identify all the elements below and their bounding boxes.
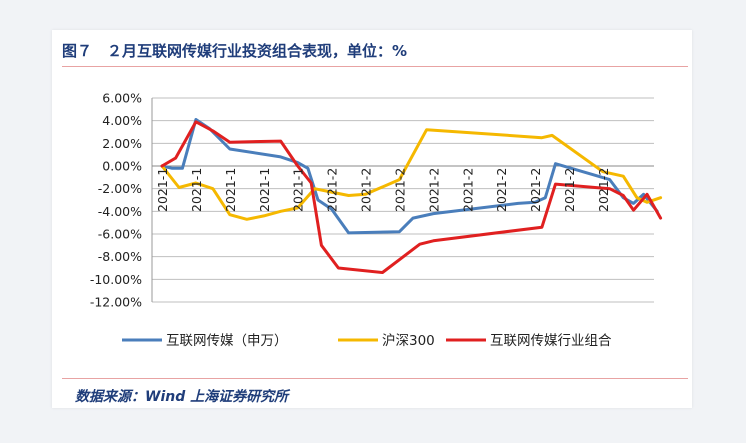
- y-tick-label: -8.00%: [98, 249, 142, 264]
- y-tick-label: -12.00%: [90, 295, 142, 310]
- source-divider: [62, 378, 688, 379]
- x-tick-label: 2021-2: [392, 168, 407, 212]
- y-tick-label: 0.00%: [102, 159, 142, 174]
- y-tick-label: 6.00%: [102, 91, 142, 106]
- x-tick-label: 2021-1: [223, 168, 238, 212]
- x-tick-label: 2021-2: [460, 168, 475, 212]
- series-line-2: [160, 128, 663, 221]
- x-tick-label: 2021-1: [291, 168, 306, 212]
- x-tick-label: 2021-1: [257, 168, 272, 212]
- x-tick-label: 2021-2: [528, 168, 543, 212]
- title-divider: [62, 66, 688, 67]
- y-tick-label: -10.00%: [90, 272, 142, 287]
- x-tick-label: 2021-2: [426, 168, 441, 212]
- x-tick-label: 2021-2: [562, 168, 577, 212]
- series-line-3: [160, 120, 663, 274]
- x-tick-label: 2021-2: [359, 168, 374, 212]
- x-tick-label: 2021-1: [155, 168, 170, 212]
- x-tick-label: 2021-2: [325, 168, 340, 212]
- y-tick-label: -4.00%: [98, 204, 142, 219]
- y-tick-label: -2.00%: [98, 181, 142, 196]
- figure-card: [52, 30, 692, 408]
- y-tick-label: 2.00%: [102, 136, 142, 151]
- figure-source: 数据来源：Wind 上海证券研究所: [75, 389, 289, 405]
- x-tick-label: 2021-2: [494, 168, 509, 212]
- legend-label: 互联网传媒行业组合: [490, 333, 612, 349]
- y-tick-label: -6.00%: [98, 227, 142, 242]
- legend-label: 沪深300: [382, 333, 435, 349]
- legend-label: 互联网传媒（申万）: [166, 333, 288, 349]
- figure-title: 图７ ２月互联网传媒行业投资组合表现，单位：%: [62, 42, 408, 60]
- y-tick-label: 4.00%: [102, 113, 142, 128]
- x-tick-label: 2021-1: [189, 168, 204, 212]
- x-tick-label: 2021-2: [596, 168, 611, 212]
